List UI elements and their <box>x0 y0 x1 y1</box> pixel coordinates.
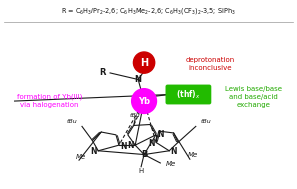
Text: deprotonation
inconclusive: deprotonation inconclusive <box>186 57 235 70</box>
Text: tBu: tBu <box>130 113 140 118</box>
Text: N: N <box>120 142 127 151</box>
Text: formation of Yb(III)
via halogenation: formation of Yb(III) via halogenation <box>17 94 82 108</box>
Text: N: N <box>157 130 164 139</box>
Text: Lewis base/base
and base/acid
exchange: Lewis base/base and base/acid exchange <box>225 86 282 108</box>
Text: Me: Me <box>188 153 198 158</box>
Text: (thf)$_x$: (thf)$_x$ <box>176 88 201 101</box>
Text: N: N <box>170 147 177 156</box>
Text: H: H <box>138 168 144 174</box>
Text: tBu: tBu <box>201 119 211 124</box>
Text: H: H <box>140 58 148 68</box>
Text: B: B <box>141 150 147 159</box>
FancyBboxPatch shape <box>165 84 211 105</box>
Text: N: N <box>127 141 134 150</box>
Text: R: R <box>99 68 106 77</box>
Text: Yb: Yb <box>138 97 150 106</box>
Text: N: N <box>135 75 142 84</box>
Circle shape <box>132 89 157 113</box>
Text: Me: Me <box>166 161 176 167</box>
Text: N: N <box>148 139 155 148</box>
Text: Me: Me <box>75 154 86 160</box>
Text: R = C$_6$H$_3$$i$Pr$_2$-2,6; C$_6$H$_3$Me$_2$-2,6; C$_6$H$_3$(CF$_3$)$_2$-3,5; S: R = C$_6$H$_3$$i$Pr$_2$-2,6; C$_6$H$_3$M… <box>61 6 236 16</box>
Text: N: N <box>91 147 97 156</box>
Text: tBu: tBu <box>66 119 77 124</box>
Circle shape <box>133 52 155 73</box>
